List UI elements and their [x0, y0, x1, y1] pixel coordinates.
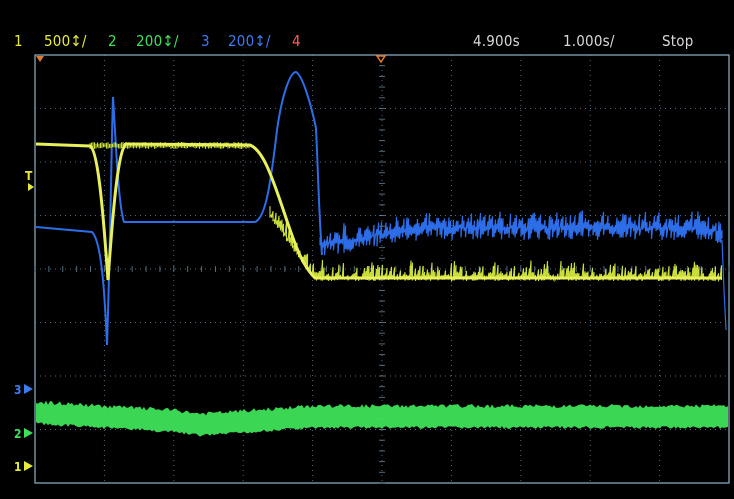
ch1-waveform-noise — [89, 142, 723, 283]
ch1-waveform — [35, 142, 722, 281]
ch4-number[interactable]: 4 — [292, 32, 301, 50]
ch3-ground-marker[interactable]: 3 — [14, 383, 22, 397]
run-state[interactable]: Stop — [662, 32, 694, 50]
ch1-scale[interactable]: 500↕/ — [44, 32, 87, 50]
ch2-waveform — [36, 400, 728, 437]
trigger-point-marker-left — [36, 56, 44, 62]
ch3-number[interactable]: 3 — [201, 32, 210, 50]
ch1-number[interactable]: 1 — [14, 32, 23, 50]
time-scale[interactable]: 1.000s/ — [563, 32, 615, 50]
ch3-waveform-noise — [319, 210, 727, 331]
ch2-ground-marker[interactable]: 2 — [14, 427, 22, 441]
ch2-number[interactable]: 2 — [108, 32, 117, 50]
ch2-scale[interactable]: 200↕/ — [136, 32, 179, 50]
ch3-scale[interactable]: 200↕/ — [228, 32, 271, 50]
trigger-point-marker-center — [375, 55, 387, 64]
ch3-arrow-icon — [24, 384, 33, 394]
trigger-level-marker[interactable]: T — [25, 169, 33, 183]
ch1-ground-marker[interactable]: 1 — [14, 460, 22, 474]
ch1-arrow-icon — [24, 461, 33, 471]
trigger-arrow-icon — [28, 183, 34, 191]
time-offset[interactable]: 4.900s — [473, 32, 520, 50]
ch2-arrow-icon — [24, 428, 33, 438]
ch3-waveform — [35, 70, 323, 346]
